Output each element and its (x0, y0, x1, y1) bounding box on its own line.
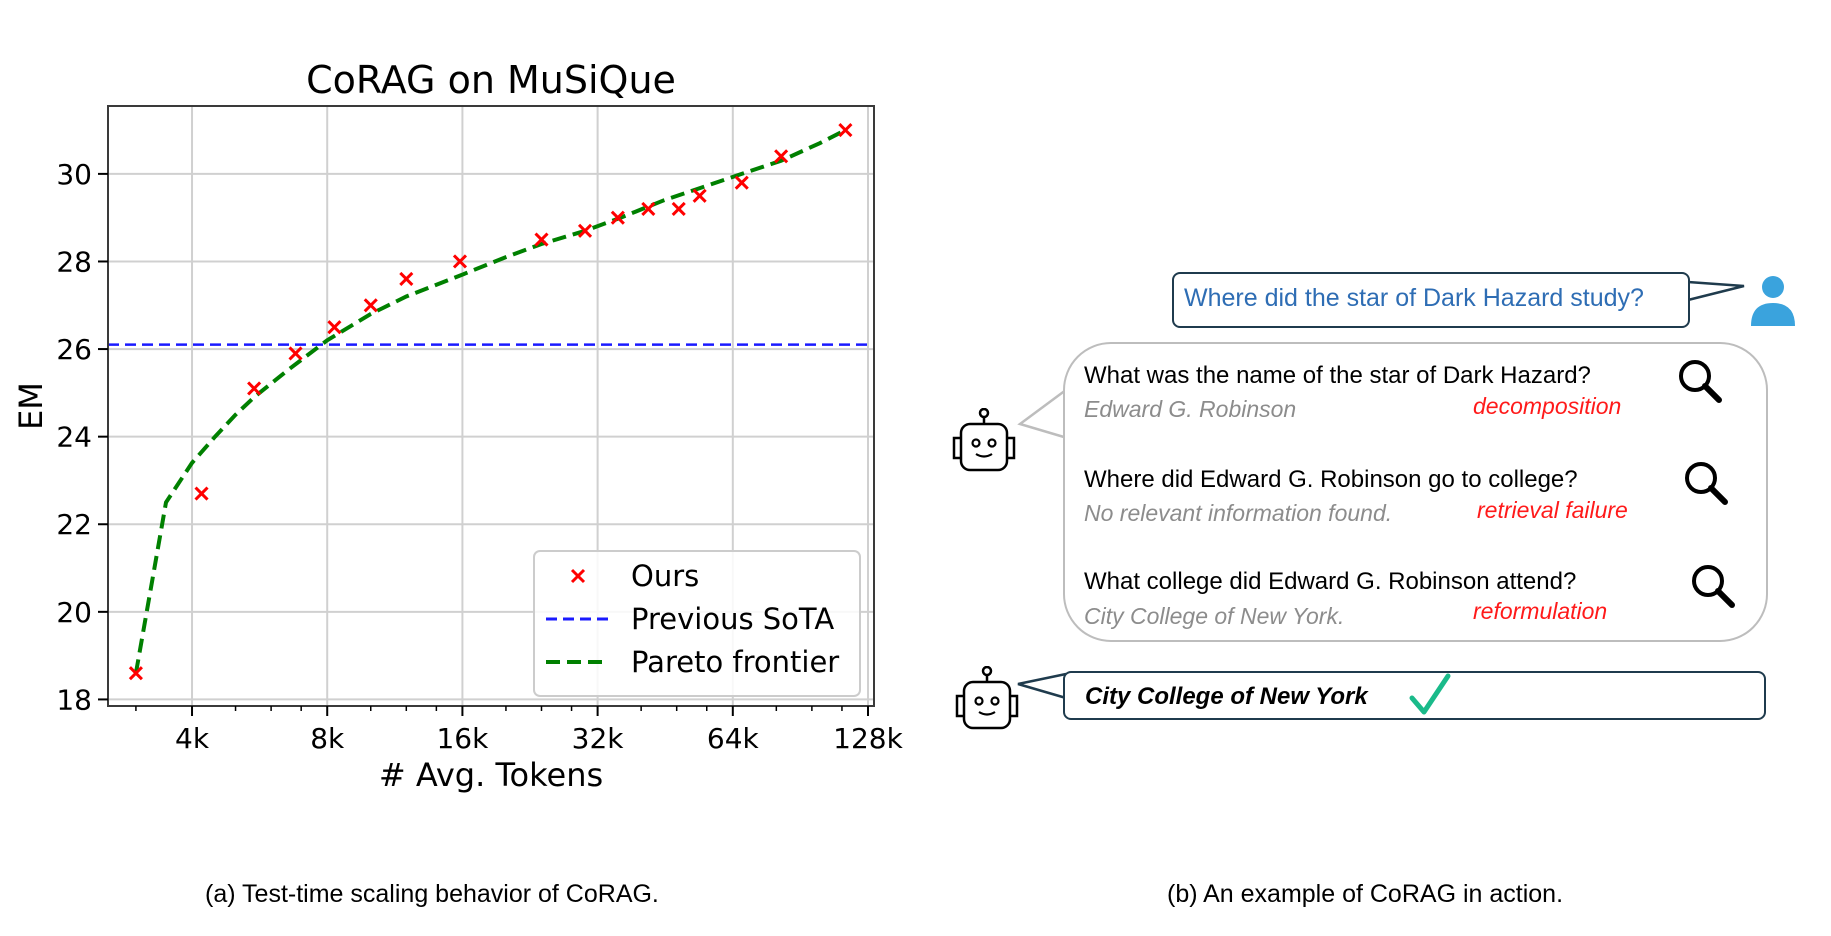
plot-area (108, 123, 874, 681)
x-tick-label: 8k (310, 722, 345, 755)
x-tick-label: 128k (833, 722, 903, 755)
final-answer-text: City College of New York (1085, 683, 1368, 710)
ours-point-stroke (610, 210, 625, 225)
ours-point-stroke (671, 201, 686, 216)
ours-point-stroke (838, 123, 853, 138)
step-2-answer: No relevant information found. (1084, 500, 1393, 526)
ours-point (128, 666, 143, 681)
ours-point (194, 486, 209, 501)
ours-point (734, 175, 749, 190)
y-tick-label: 26 (56, 333, 92, 366)
ours-point (838, 123, 853, 138)
robot-icon (952, 408, 1016, 472)
answer-bubble-tail (1017, 672, 1067, 700)
robot-icon (955, 666, 1019, 730)
ours-point-stroke (577, 223, 593, 238)
ours-point (288, 346, 303, 361)
ours-point-stroke (128, 666, 143, 681)
ours-point (534, 232, 549, 247)
chart-title: CoRAG on MuSiQue (306, 58, 676, 102)
grid (108, 106, 874, 706)
step-1-tag: decomposition (1473, 393, 1622, 419)
caption-a: (a) Test-time scaling behavior of CoRAG. (205, 880, 659, 908)
ours-point (641, 201, 656, 216)
step-3-query: What college did Edward G. Robinson atte… (1084, 568, 1577, 595)
legend-label-pareto-frontier: Pareto frontier (631, 645, 839, 679)
ours-point-stroke (452, 254, 468, 269)
user-question-bubble: Where did the star of Dark Hazard study? (1172, 272, 1690, 328)
final-answer-bubble: City College of New York (1063, 671, 1766, 720)
legend: Ours Previous SoTA Pareto frontier (533, 550, 861, 697)
ours-point (774, 149, 789, 164)
ours-point-stroke (534, 232, 549, 247)
y-tick-label: 24 (56, 421, 92, 454)
legend-marker-ours (570, 568, 586, 584)
x-tick-label: 64k (707, 722, 760, 755)
user-question-text: Where did the star of Dark Hazard study? (1184, 284, 1644, 312)
y-tick-label: 18 (56, 683, 92, 716)
y-tick-label: 20 (56, 596, 92, 629)
step-1-answer: Edward G. Robinson (1084, 396, 1297, 422)
pareto-frontier-line (133, 128, 847, 674)
ours-point (247, 381, 262, 396)
caption-b: (b) An example of CoRAG in action. (1167, 880, 1564, 908)
step-2-query: Where did Edward G. Robinson go to colle… (1084, 466, 1578, 493)
step-2-tag: retrieval failure (1477, 497, 1628, 523)
check-icon (1409, 673, 1451, 715)
question-bubble-tail (1686, 280, 1745, 302)
ours-point-stroke (692, 188, 707, 203)
ours-point (577, 223, 593, 238)
magnifier-icon (1692, 565, 1735, 608)
x-tick-label: 32k (572, 722, 625, 755)
steps-bubble-tail (1017, 382, 1076, 442)
y-tick-label: 30 (56, 158, 92, 191)
ours-point-stroke (774, 149, 789, 164)
y-tick-label: 28 (56, 245, 92, 278)
legend-label-previous-sota: Previous SoTA (631, 602, 834, 636)
y-tick-label: 22 (56, 508, 92, 541)
ours-point (610, 210, 625, 225)
ours-point-stroke (363, 298, 378, 313)
user-icon (1751, 276, 1795, 326)
ours-point-stroke (399, 271, 414, 287)
ours-point (671, 201, 686, 216)
step-3-tag: reformulation (1473, 598, 1608, 624)
ours-point-stroke (194, 486, 209, 501)
step-1-query: What was the name of the star of Dark Ha… (1084, 362, 1591, 389)
magnifier-icon (1679, 360, 1722, 403)
ours-point-stroke (734, 175, 749, 190)
chart: CoRAG on MuSiQue 4k 8k 16k 32k 64k 128k 18 20 22… (12, 58, 904, 794)
axes-ticks: 4k 8k 16k 32k 64k 128k 18 20 22 24 26 28 30 (56, 158, 903, 755)
ours-point-stroke (327, 320, 342, 335)
ours-point (452, 254, 468, 269)
x-tick-label: 16k (436, 722, 489, 755)
ours-point-stroke (288, 346, 303, 361)
ours-point (327, 320, 342, 335)
legend-box (533, 550, 861, 697)
ours-point-stroke (641, 201, 656, 216)
step-3-answer: City College of New York. (1084, 603, 1345, 629)
ours-point-stroke (247, 381, 262, 396)
magnifier-icon (1685, 462, 1728, 505)
ours-point (399, 271, 414, 287)
x-tick-label: 4k (175, 722, 210, 755)
ours-point (692, 188, 707, 203)
plot-frame (107, 105, 875, 707)
retrieval-steps-bubble (1063, 342, 1768, 642)
x-axis-label: # Avg. Tokens (379, 756, 603, 794)
y-axis-label: EM (12, 382, 50, 430)
ours-point (363, 298, 378, 313)
legend-label-ours: Ours (631, 559, 699, 593)
